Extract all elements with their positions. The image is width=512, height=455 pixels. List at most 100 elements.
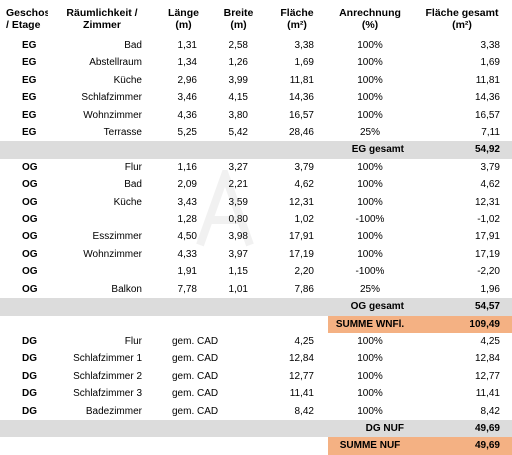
cell-breite: 3,98 [228, 231, 248, 243]
cell-geschoss: OG [22, 231, 38, 243]
og-total-label: OG gesamt [328, 298, 412, 316]
cell-anrechnung: 100% [357, 74, 383, 86]
cell-anrechnung: -100% [355, 266, 385, 278]
cell-flaeche: 3,79 [294, 161, 314, 173]
cell-geschoss: DG [22, 353, 37, 365]
cell-breite: 5,42 [228, 127, 248, 139]
cell-geschoss: EG [22, 127, 37, 139]
cell-flaeche: 17,91 [288, 231, 314, 243]
cell-raum: Flur [124, 161, 142, 173]
table-row: EG Abstellraum 1,34 1,26 1,69 100% 1,69 [0, 54, 512, 71]
cell-geschoss: OG [22, 283, 38, 295]
cell-raum: Badezimmer [85, 405, 142, 417]
cell-geschoss: EG [22, 40, 37, 51]
cell-raum [48, 211, 156, 228]
cell-flaeche: 1,02 [294, 214, 314, 226]
cell-anrechnung: 100% [357, 248, 383, 260]
cell-breite: 3,99 [228, 74, 248, 86]
cell-anrechnung: 25% [359, 127, 380, 139]
cell-breite: 3,80 [228, 109, 248, 121]
cell-laenge: 5,25 [177, 127, 197, 139]
og-total-value: 54,57 [412, 298, 512, 316]
cell-breite: 4,15 [228, 92, 248, 104]
cell-geschoss: OG [22, 179, 38, 191]
cell-flaeche: 12,31 [288, 196, 314, 208]
header-laenge: Länge (m) [168, 7, 199, 31]
table-row: OG 1,91 1,15 2,20 -100% -2,20 [0, 263, 512, 280]
cell-flaeche: 14,36 [288, 92, 314, 104]
header-raum: Räumlichkeit / Zimmer [66, 7, 138, 31]
table-row: DG Badezimmer gem. CAD 8,42 100% 8,42 [0, 403, 512, 420]
cell-laenge: 2,09 [177, 179, 197, 191]
cell-geschoss: OG [22, 161, 38, 173]
cell-raum: Wohnzimmer [83, 248, 142, 260]
table-row: OG Flur 1,16 3,27 3,79 100% 3,79 [0, 159, 512, 176]
table-row: EG Wohnzimmer 4,36 3,80 16,57 100% 16,57 [0, 107, 512, 124]
cell-anrechnung: 100% [357, 388, 383, 400]
cell-flaeche-gesamt: -2,20 [477, 266, 500, 278]
cell-laenge: gem. CAD [172, 335, 219, 347]
cell-flaeche: 16,57 [288, 109, 314, 121]
table-row: OG Küche 3,43 3,59 12,31 100% 12,31 [0, 194, 512, 211]
cell-geschoss: EG [22, 57, 37, 69]
cell-raum: Balkon [111, 283, 142, 295]
cell-flaeche-gesamt: 12,31 [474, 196, 500, 208]
cell-raum: Schlafzimmer 3 [73, 388, 142, 400]
cell-raum: Terrasse [103, 127, 142, 139]
cell-laenge: gem. CAD [172, 405, 219, 417]
cell-flaeche: 7,86 [294, 283, 314, 295]
cell-geschoss: DG [22, 388, 37, 400]
cell-flaeche: 8,42 [294, 405, 314, 417]
cell-laenge: 1,31 [177, 40, 197, 51]
cell-laenge: 4,36 [177, 109, 197, 121]
cell-flaeche-gesamt: 17,91 [474, 231, 500, 243]
cell-flaeche: 4,62 [294, 179, 314, 191]
cell-anrechnung: 100% [357, 405, 383, 417]
table-row: EG Küche 2,96 3,99 11,81 100% 11,81 [0, 72, 512, 89]
cell-raum: Küche [113, 74, 142, 86]
cell-laenge: 3,46 [177, 92, 197, 104]
cell-geschoss: OG [22, 214, 38, 226]
header-flaeche-gesamt: Fläche gesamt (m²) [425, 7, 499, 31]
table-row: EG Terrasse 5,25 5,42 28,46 25% 7,11 [0, 124, 512, 141]
cell-raum: Wohnzimmer [83, 109, 142, 121]
summe-nuf-row: SUMME NUF 49,69 [0, 437, 512, 455]
cell-laenge: 3,43 [177, 196, 197, 208]
dg-total-label: DG NUF [328, 419, 412, 438]
table-row: EG Bad 1,31 2,58 3,38 100% 3,38 [0, 37, 512, 54]
area-table: Geschoss / Etage Räumlichkeit / Zimmer L… [0, 6, 512, 455]
cell-flaeche-gesamt: 14,36 [474, 92, 500, 104]
cell-anrechnung: 25% [359, 283, 380, 295]
cell-laenge: gem. CAD [172, 388, 219, 400]
summe-wnfl-label: SUMME WNFl. [328, 315, 412, 333]
cell-flaeche-gesamt: 7,11 [481, 127, 500, 139]
cell-flaeche-gesamt: 12,77 [474, 370, 500, 382]
cell-laenge: 1,34 [177, 57, 197, 69]
cell-raum: Bad [124, 40, 142, 51]
cell-anrechnung: 100% [357, 370, 383, 382]
cell-laenge: 4,33 [177, 248, 197, 260]
cell-breite: 0,80 [228, 214, 248, 226]
eg-total-value: 54,92 [412, 141, 512, 159]
summe-wnfl-value: 109,49 [412, 315, 512, 333]
cell-geschoss: EG [22, 74, 37, 86]
cell-flaeche-gesamt: 8,42 [480, 405, 500, 417]
cell-raum: Bad [124, 179, 142, 191]
cell-geschoss: DG [22, 335, 37, 347]
cell-flaeche-gesamt: 11,81 [475, 74, 500, 86]
cell-geschoss: DG [22, 370, 37, 382]
cell-laenge: 1,91 [177, 266, 197, 278]
cell-raum: Schlafzimmer [81, 92, 142, 104]
summe-nuf-value: 49,69 [412, 437, 512, 455]
cell-flaeche-gesamt: 1,96 [480, 283, 500, 295]
cell-laenge: 1,16 [177, 161, 197, 173]
table-body: EG Bad 1,31 2,58 3,38 100% 3,38 EG Abstellraum 1… [0, 37, 512, 455]
dg-total-row: DG NUF 49,69 [0, 419, 512, 438]
cell-flaeche: 2,20 [294, 266, 314, 278]
cell-flaeche: 11,81 [289, 74, 314, 86]
cell-anrechnung: 100% [357, 335, 383, 347]
eg-total-row: EG gesamt 54,92 [0, 141, 512, 159]
table-row: EG Schlafzimmer 3,46 4,15 14,36 100% 14,36 [0, 89, 512, 106]
cell-raum [48, 263, 156, 280]
cell-breite: 3,27 [228, 161, 248, 173]
